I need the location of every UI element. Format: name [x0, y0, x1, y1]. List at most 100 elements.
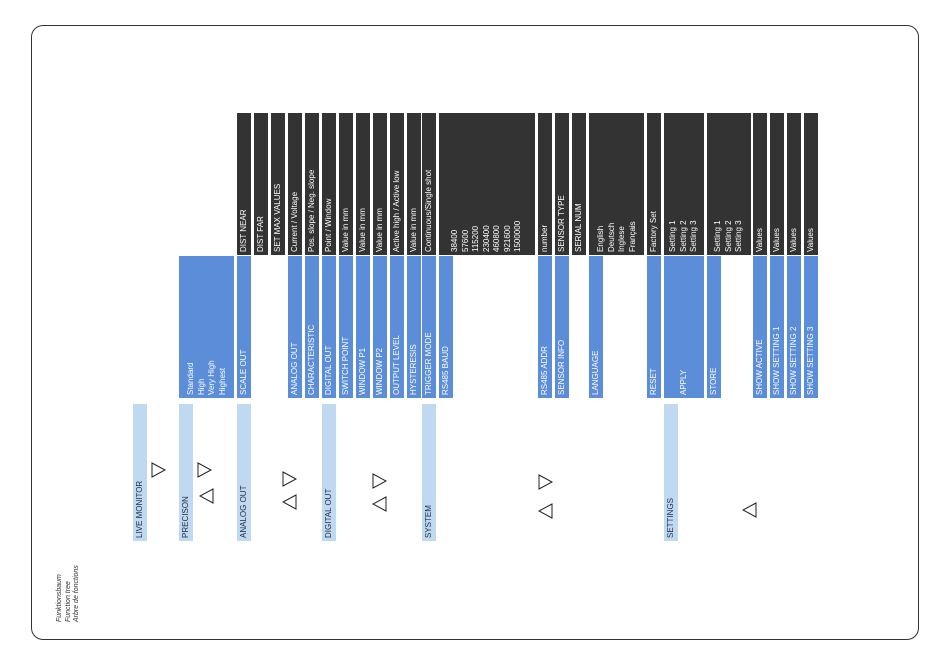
- label-line: Current / Voltage: [289, 191, 299, 252]
- level2-digital-out: DIGITAL OUT: [322, 256, 336, 398]
- label-line: TRIGGER MODE: [423, 332, 433, 395]
- triangle-right-icon: [538, 474, 554, 490]
- level2-label: SCALE OUT: [239, 350, 250, 395]
- level3-label: DIST FAR: [256, 216, 267, 252]
- level2-label: RS485 BAUD: [441, 346, 452, 395]
- level2-label: SHOW SETTING 2: [789, 327, 800, 395]
- label-line: SERIAL NUM: [573, 203, 583, 252]
- level3-label: Point / Window: [324, 199, 335, 252]
- level2-scale-out: SCALE OUT: [237, 256, 251, 398]
- level2-show-active: SHOW ACTIVE: [753, 256, 767, 398]
- level1-precison: PRECISON: [179, 404, 193, 541]
- level3-dist-near: DIST NEAR: [237, 113, 251, 255]
- label-line: Setting 2: [723, 220, 733, 252]
- label-line: RS485 ADDR: [539, 346, 549, 395]
- level2-show-setting-3: SHOW SETTING 3: [804, 256, 818, 398]
- level3-addr-number: number: [538, 113, 552, 255]
- label-line: DIGITAL OUT: [323, 345, 333, 395]
- level3-label: Values: [789, 228, 800, 252]
- level3-label: SET MAX VALUES: [273, 184, 284, 252]
- label-line: ANALOG OUT: [238, 485, 248, 538]
- label-line: Values: [788, 228, 798, 252]
- label-line: Very High: [206, 360, 216, 395]
- level2-sensor-info: SENSOR INFO: [555, 256, 569, 398]
- label-line: SHOW SETTING 3: [805, 326, 815, 395]
- level2-label: SENSOR INFO: [557, 340, 568, 395]
- label-line: 38400: [450, 229, 460, 252]
- level2-analog-out: ANALOG OUT: [288, 256, 302, 398]
- level2-reset: RESET: [647, 256, 661, 398]
- level3-label: Value in mm: [341, 208, 352, 252]
- diagram-frame: [31, 25, 919, 640]
- level2-show-setting-2: SHOW SETTING 2: [787, 256, 801, 398]
- level2-label: WINDOW P2: [375, 348, 386, 395]
- label-line: ANALOG OUT: [289, 342, 299, 395]
- label-line: DIGITAL OUT: [323, 488, 333, 538]
- level3-value-hysteresis: Value in mm: [407, 113, 421, 255]
- triangle-left-icon: [282, 494, 297, 510]
- level3-values-setting-2: Values: [787, 113, 801, 255]
- level3-sensor-type: SENSOR TYPE: [555, 113, 569, 255]
- level2-label: RS485 ADDR: [540, 346, 551, 395]
- caption-line: Function tree: [64, 581, 72, 622]
- level2-store: STORE: [707, 256, 721, 398]
- label-line: Values: [771, 228, 781, 252]
- triangle-left-icon: [538, 503, 553, 519]
- label-line: 115200: [471, 225, 481, 252]
- label-line: Standard: [185, 362, 195, 395]
- level2-rs485-addr: RS485 ADDR: [538, 256, 552, 398]
- level2-label: ANALOG OUT: [290, 343, 301, 395]
- label-line: 230400: [481, 225, 491, 252]
- level1-label: PRECISON: [181, 496, 192, 538]
- label-line: OUTPUT LEVEL: [391, 335, 401, 395]
- triangle-right-icon: [197, 462, 213, 478]
- label-line: 57600: [460, 229, 470, 252]
- label-line: Pos. slope / Neg. slope: [306, 169, 316, 252]
- caption-line: Arbre de fonctions: [73, 565, 80, 622]
- level3-label: Value in mm: [375, 208, 386, 252]
- level3-label: Setting 1 Setting 2 Setting 3: [668, 220, 700, 252]
- label-line: Value in mm: [374, 208, 384, 252]
- label-line: Factory Set: [648, 211, 658, 252]
- label-line: SENSOR INFO: [556, 339, 566, 395]
- triangle-left-icon: [372, 496, 387, 512]
- label-line: SET MAX VALUES: [272, 183, 282, 252]
- level2-label: WINDOW P1: [358, 348, 369, 395]
- level1-digital-out: DIGITAL OUT: [322, 404, 336, 541]
- label-line: Values: [754, 228, 764, 252]
- level3-label: Value in mm: [358, 208, 369, 252]
- level2-show-setting-1: SHOW SETTING 1: [770, 256, 784, 398]
- label-line: Value in mm: [408, 208, 418, 252]
- level3-label: Value in mm: [409, 208, 420, 252]
- level3-values-setting-1: Values: [770, 113, 784, 255]
- label-line: Inglese: [616, 226, 626, 252]
- label-line: RESET: [648, 368, 658, 395]
- level2-apply: APPLY: [664, 256, 704, 398]
- level1-label: SYSTEM: [424, 505, 435, 538]
- label-line: WINDOW P1: [357, 347, 367, 395]
- label-line: Setting 1: [713, 220, 723, 252]
- level2-label: CHARACTERISTIC: [307, 325, 318, 395]
- level1-settings: SETTINGS: [664, 404, 678, 541]
- level2-label: SHOW ACTIVE: [755, 339, 766, 395]
- label-line: Setting 2: [678, 220, 688, 252]
- level2-label: STORE: [709, 368, 720, 395]
- level1-live-monitor: LIVE MONITOR: [133, 404, 147, 541]
- level3-dist-far: DIST FAR: [254, 113, 268, 255]
- triangle-right-icon: [151, 462, 167, 478]
- level1-label: LIVE MONITOR: [135, 481, 146, 538]
- label-line: LANGUAGE: [590, 350, 600, 395]
- level2-label: DIGITAL OUT: [324, 346, 335, 395]
- level3-slope: Pos. slope / Neg. slope: [305, 113, 319, 255]
- level3-value-window-p1: Value in mm: [356, 113, 370, 255]
- level2-window-p1: WINDOW P1: [356, 256, 370, 398]
- level2-label: RESET: [649, 368, 660, 395]
- level3-label: Pos. slope / Neg. slope: [307, 170, 318, 252]
- label-line: HYSTERESIS: [408, 344, 418, 395]
- label-line: LIVE MONITOR: [134, 480, 144, 538]
- level3-label: Values: [755, 228, 766, 252]
- level1-system: SYSTEM: [422, 404, 436, 541]
- label-line: Deutsch: [606, 222, 615, 252]
- level3-label: number: [540, 225, 551, 252]
- level3-label: Factory Set: [649, 211, 660, 252]
